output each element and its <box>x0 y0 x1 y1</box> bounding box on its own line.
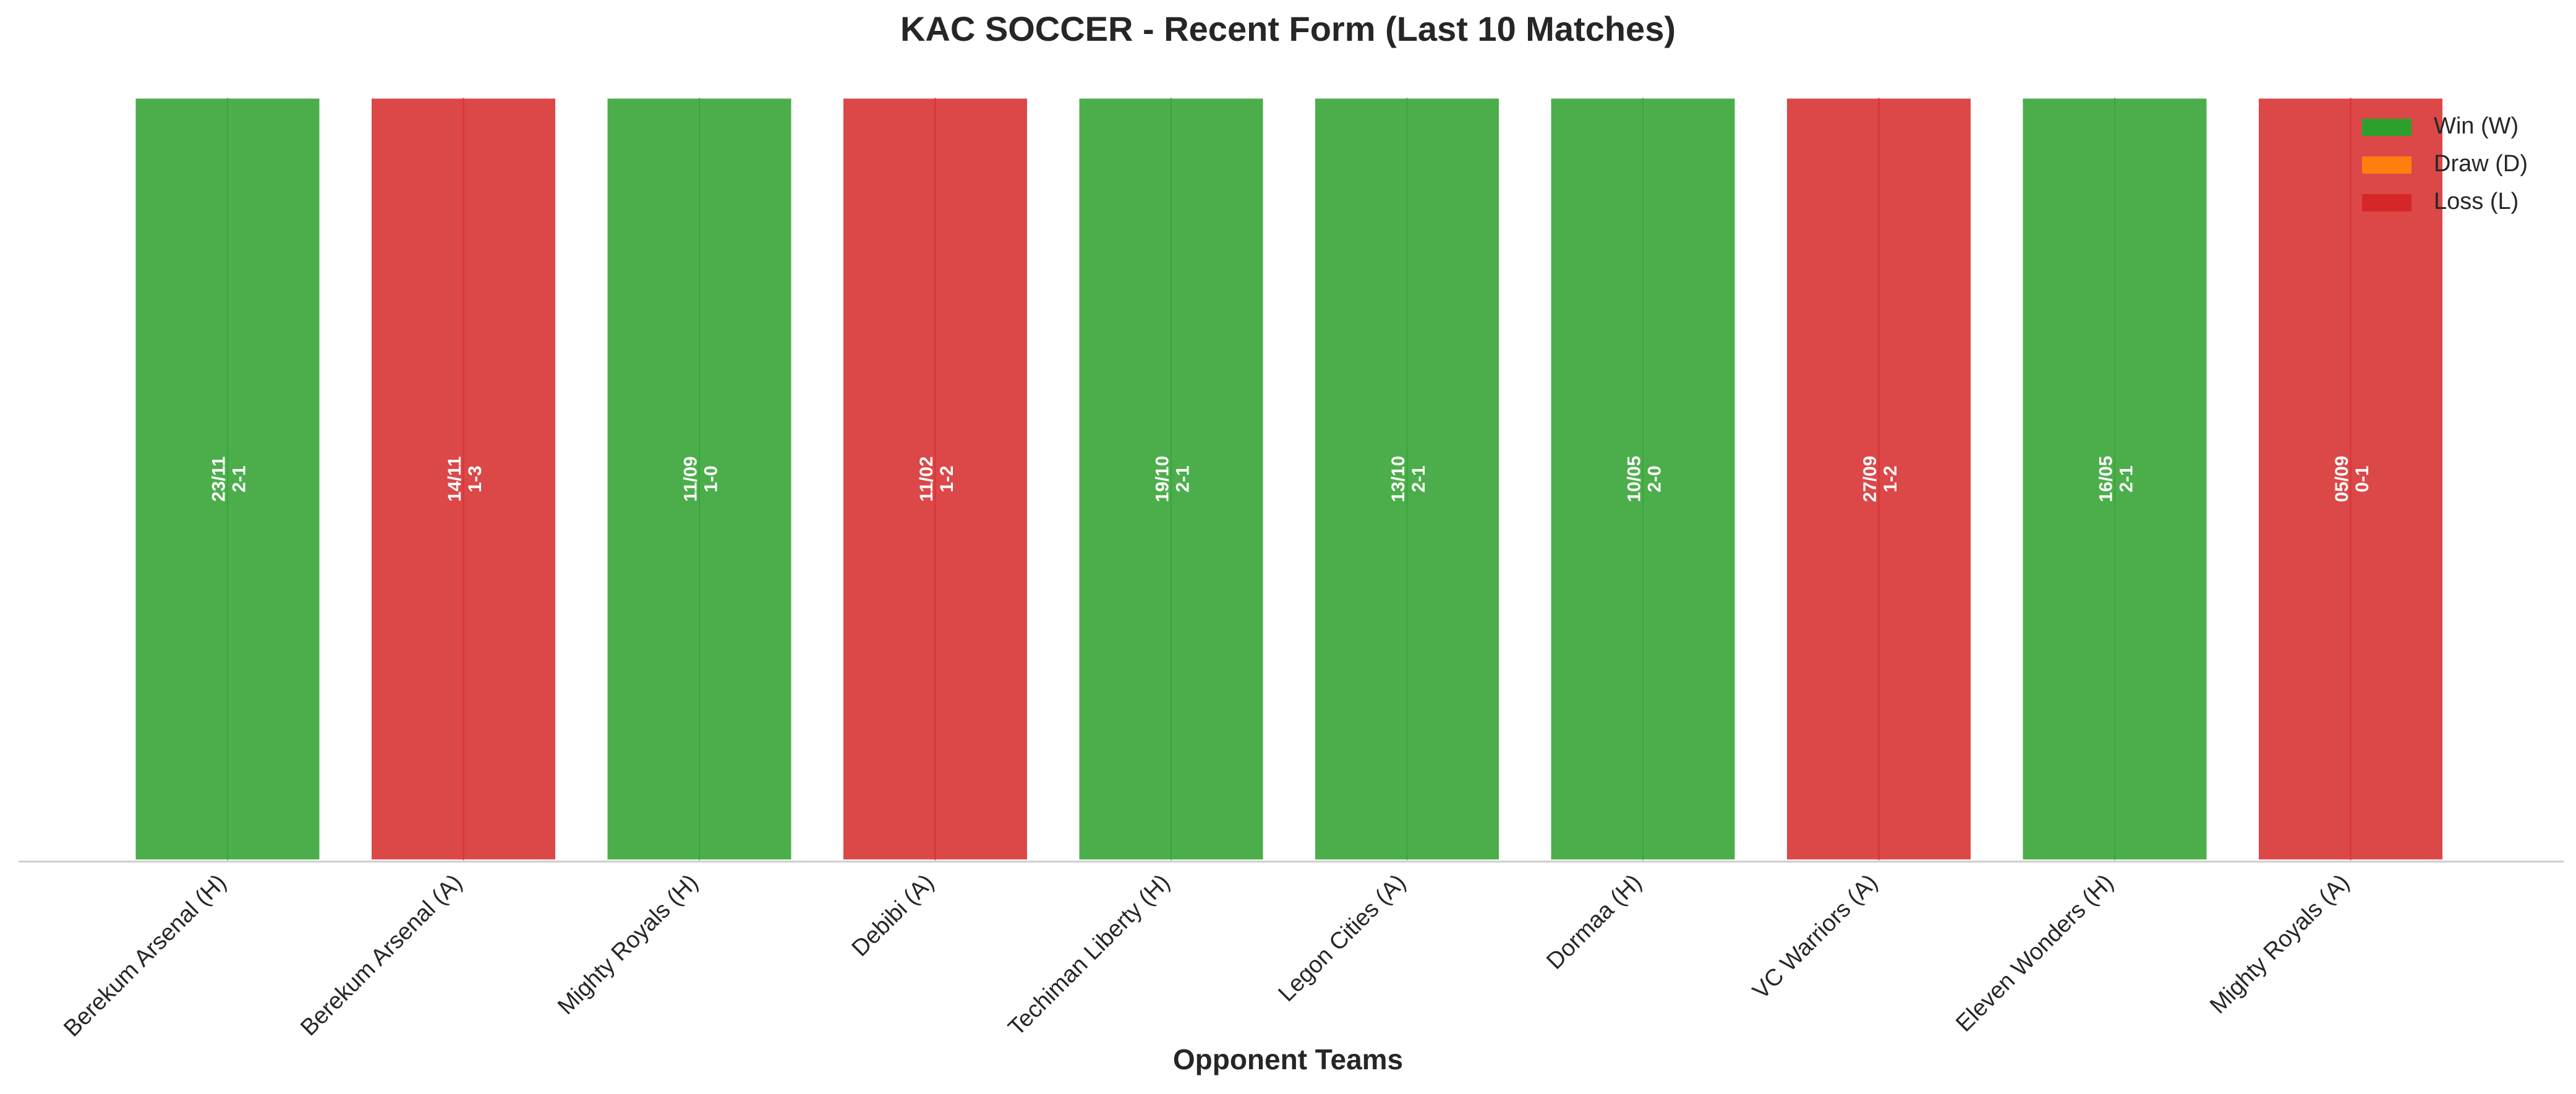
bar-date-label: 19/10 <box>1153 456 1173 502</box>
bar-date-label: 13/10 <box>1388 456 1409 502</box>
x-tick-label: Berekum Arsenal (A) <box>296 870 467 1041</box>
bar-label: 10/052-0 <box>1624 456 1665 502</box>
x-tick-label: Berekum Arsenal (H) <box>59 870 231 1042</box>
bar-label: 23/112-1 <box>209 456 250 501</box>
bar-label: 16/052-1 <box>2096 456 2137 502</box>
bar-label: 27/091-2 <box>1860 456 1901 502</box>
bar-date-label: 05/09 <box>2332 456 2352 502</box>
bar-score-label: 2-0 <box>1645 465 1665 492</box>
bar-date-label: 14/11 <box>445 456 465 501</box>
bar-label: 05/090-1 <box>2332 456 2373 502</box>
bars-layer <box>134 96 2444 862</box>
bar-score-label: 1-2 <box>937 465 957 492</box>
bar-date-label: 11/02 <box>916 456 937 501</box>
bar-date-label: 11/09 <box>681 456 701 501</box>
bar-label: 13/102-1 <box>1388 456 1429 502</box>
legend-swatch <box>2362 194 2412 211</box>
bar-score-label: 2-1 <box>2117 465 2137 492</box>
x-tick-label: Legon Cities (A) <box>1274 870 1411 1007</box>
chart-title: KAC SOCCER - Recent Form (Last 10 Matche… <box>900 9 1676 48</box>
bar-date-label: 16/05 <box>2096 456 2117 502</box>
x-axis-title: Opponent Teams <box>1173 1043 1403 1075</box>
x-tick-label: VC Warriors (A) <box>1748 870 1883 1004</box>
legend-swatch <box>2362 156 2412 174</box>
bar-score-label: 1-2 <box>1880 465 1901 492</box>
legend[interactable]: Win (W) Draw (D) Loss (L) <box>2362 113 2528 214</box>
x-tick-label: Debibi (A) <box>847 870 939 962</box>
x-tick-label: Mighty Royals (A) <box>2205 870 2355 1019</box>
bar-label: 19/102-1 <box>1153 456 1193 502</box>
x-tick-label: Mighty Royals (H) <box>553 870 703 1020</box>
bar-score-label: 2-1 <box>1409 465 1429 492</box>
bar-date-label: 27/09 <box>1860 456 1880 502</box>
bar-label: 11/021-2 <box>916 456 957 501</box>
bar-score-label: 2-1 <box>229 465 250 492</box>
legend-label: Win (W) <box>2434 113 2518 139</box>
x-tick-label: Eleven Wonders (H) <box>1951 870 2118 1037</box>
bar-score-label: 0-1 <box>2352 465 2373 492</box>
x-tick-label: Techiman Liberty (H) <box>1004 870 1175 1041</box>
x-tick-label: Dormaa (H) <box>1542 870 1647 975</box>
legend-label: Draw (D) <box>2434 151 2528 177</box>
bar-score-label: 2-1 <box>1173 465 1193 492</box>
legend-label: Loss (L) <box>2434 189 2518 214</box>
legend-swatch <box>2362 119 2412 136</box>
bar-label: 14/111-3 <box>445 456 485 501</box>
bar-date-label: 23/11 <box>209 456 229 501</box>
bar-date-label: 10/05 <box>1624 456 1645 502</box>
bar-score-label: 1-3 <box>465 465 485 492</box>
bar-score-label: 1-0 <box>701 465 722 492</box>
bar-label: 11/091-0 <box>681 456 722 501</box>
